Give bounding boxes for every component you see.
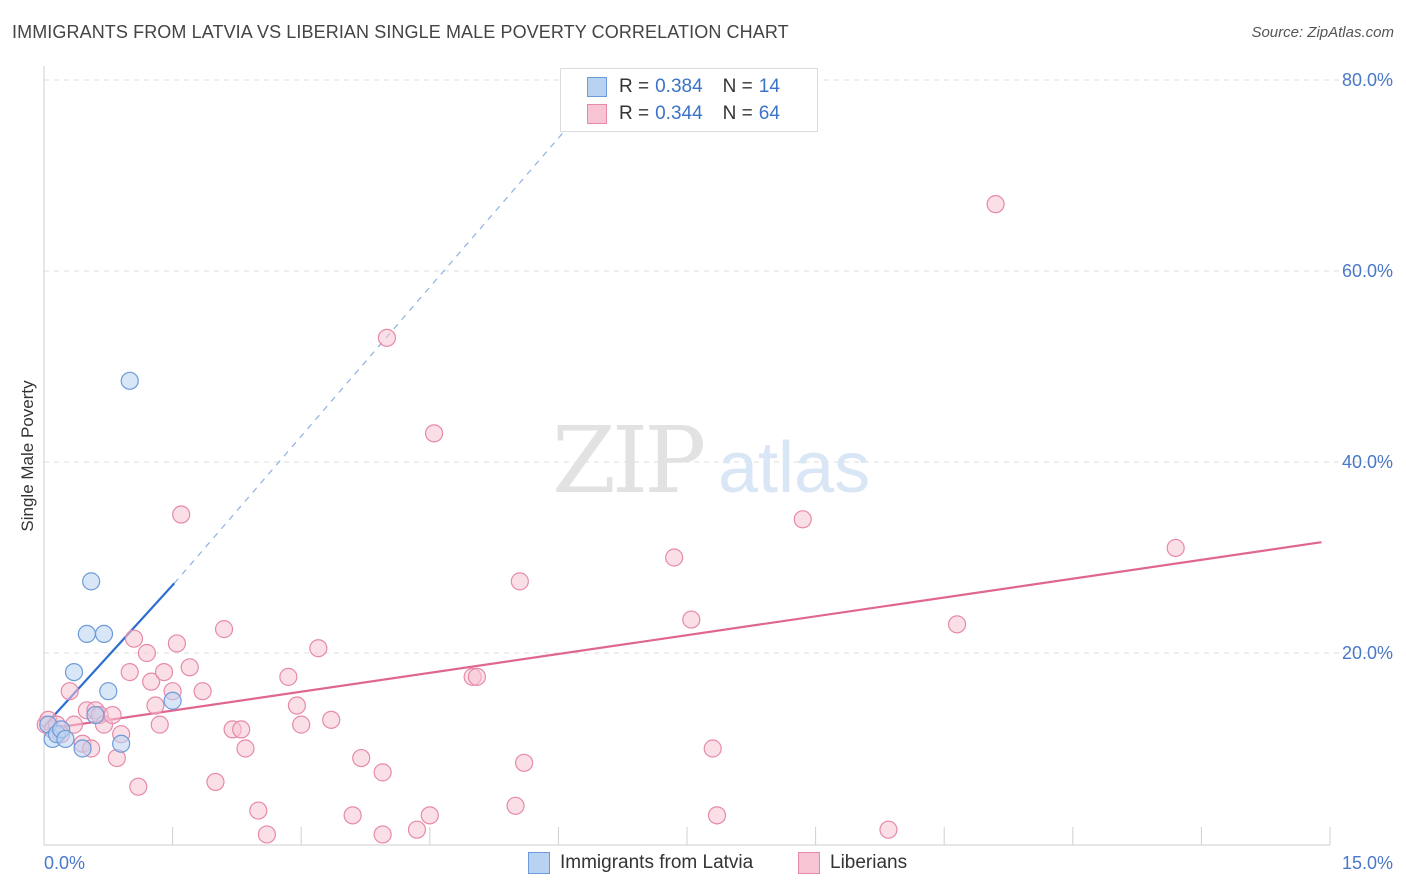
legend-row-liberians: R = 0.344 N = 64 xyxy=(587,101,780,127)
source-label: Source: ZipAtlas.com xyxy=(1251,24,1394,41)
latvia-trend-line xyxy=(43,582,176,728)
grid-lines xyxy=(44,79,1392,654)
x-tick-label-max: 15.0% xyxy=(1342,853,1393,873)
latvia-point xyxy=(73,739,92,758)
liberian-point xyxy=(154,662,174,682)
latvia-point xyxy=(82,572,101,591)
liberian-point xyxy=(665,548,684,567)
liberian-point xyxy=(707,806,727,825)
liberian-point xyxy=(146,696,165,715)
latvia-point xyxy=(112,734,131,753)
liberian-point xyxy=(287,696,307,715)
series-swatch-latvia xyxy=(528,852,550,874)
series-legend-latvia: Immigrants from Latvia xyxy=(528,852,753,874)
liberian-point xyxy=(510,572,529,591)
legend-n-label: N = xyxy=(722,103,753,124)
trend-lines xyxy=(43,117,1322,731)
series-label-liberians: Liberians xyxy=(830,852,908,873)
liberian-point xyxy=(193,682,212,701)
liberian-point xyxy=(703,739,722,758)
liberian-point xyxy=(172,505,191,524)
latvia-point xyxy=(64,662,84,682)
liberian-trend-line xyxy=(43,541,1322,731)
liberian-point xyxy=(352,748,371,768)
latvia-point xyxy=(120,371,139,390)
data-points xyxy=(36,195,1185,844)
latvia-point xyxy=(94,624,114,644)
liberian-point xyxy=(124,629,144,648)
latvia-trend-extension xyxy=(173,117,577,584)
liberian-point xyxy=(377,328,397,347)
latvia-point xyxy=(56,729,75,749)
watermark-zip: ZIP xyxy=(552,407,703,514)
liberian-point xyxy=(322,710,341,729)
liberian-point xyxy=(373,763,392,782)
y-tick-label: 80.0% xyxy=(1342,70,1393,90)
liberian-point xyxy=(103,705,122,725)
liberian-point xyxy=(682,610,701,629)
latvia-point xyxy=(163,691,182,710)
liberian-point xyxy=(214,620,234,639)
liberian-point xyxy=(180,658,199,677)
legend-r-value-liberians: 0.344 xyxy=(655,103,703,124)
liberian-point xyxy=(467,667,487,686)
liberian-point xyxy=(120,662,139,682)
liberian-point xyxy=(373,825,392,844)
tick-labels: 20.0% 40.0% 60.0% 80.0% 0.0% 15.0% xyxy=(44,70,1393,873)
liberian-point xyxy=(947,615,967,634)
liberian-point xyxy=(292,715,311,734)
liberian-point xyxy=(407,820,427,839)
legend-r-label: R = xyxy=(619,76,650,97)
latvia-point xyxy=(86,705,105,725)
y-tick-label: 40.0% xyxy=(1342,452,1393,472)
legend-r-label: R = xyxy=(619,103,650,124)
latvia-point xyxy=(77,624,96,644)
liberian-point xyxy=(420,806,439,825)
stats-legend: R = 0.384 N = 14 R = 0.344 N = 64 xyxy=(560,68,818,132)
liberian-point xyxy=(257,825,277,844)
liberian-point xyxy=(150,715,169,734)
liberian-point xyxy=(137,643,156,663)
liberian-point xyxy=(309,639,328,658)
legend-swatch-liberians xyxy=(587,104,607,124)
liberian-point xyxy=(515,753,534,772)
series-legend-liberians: Liberians xyxy=(798,852,907,874)
liberian-point xyxy=(167,634,186,653)
latvia-point xyxy=(99,682,118,701)
liberian-point xyxy=(142,672,161,691)
liberian-point xyxy=(1166,538,1185,558)
liberian-point xyxy=(879,820,898,839)
liberian-point xyxy=(232,720,251,739)
legend-n-label: N = xyxy=(722,76,753,97)
legend-n-value-latvia: 14 xyxy=(758,76,780,97)
liberian-point xyxy=(279,667,298,686)
liberian-point xyxy=(60,682,79,701)
liberian-point xyxy=(129,777,148,796)
legend-r-value-latvia: 0.384 xyxy=(655,76,703,97)
y-tick-label: 60.0% xyxy=(1342,261,1393,281)
watermark-atlas: atlas xyxy=(718,428,870,508)
liberian-point xyxy=(986,195,1005,214)
series-label-latvia: Immigrants from Latvia xyxy=(560,852,754,873)
liberian-point xyxy=(343,806,362,825)
liberian-point xyxy=(424,424,444,443)
liberian-point xyxy=(206,772,225,792)
legend-row-latvia: R = 0.384 N = 14 xyxy=(587,74,780,100)
chart-title: IMMIGRANTS FROM LATVIA VS LIBERIAN SINGL… xyxy=(12,22,789,42)
legend-n-value-liberians: 64 xyxy=(758,103,780,124)
liberian-point xyxy=(236,739,255,758)
legend-swatch-latvia xyxy=(587,77,607,97)
liberian-point xyxy=(793,510,812,529)
x-tick-label-min: 0.0% xyxy=(44,853,85,873)
liberian-point xyxy=(506,796,525,815)
liberian-point xyxy=(249,801,268,820)
series-swatch-liberians xyxy=(798,852,820,874)
y-tick-label: 20.0% xyxy=(1342,643,1393,663)
